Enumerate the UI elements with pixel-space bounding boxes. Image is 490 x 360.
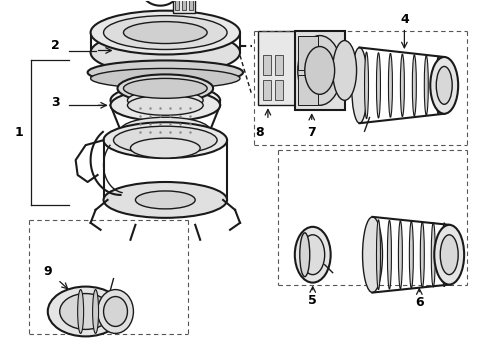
Bar bbox=[173, 0, 195, 13]
Ellipse shape bbox=[424, 55, 428, 115]
Text: 3: 3 bbox=[51, 96, 60, 109]
Ellipse shape bbox=[295, 227, 331, 283]
Ellipse shape bbox=[135, 191, 195, 209]
Bar bbox=[298, 75, 318, 105]
Ellipse shape bbox=[440, 235, 458, 275]
Ellipse shape bbox=[98, 289, 133, 333]
Ellipse shape bbox=[111, 89, 220, 121]
Ellipse shape bbox=[48, 287, 123, 336]
Text: 8: 8 bbox=[256, 126, 264, 139]
Ellipse shape bbox=[305, 46, 335, 94]
Bar bbox=[189, 0, 193, 10]
Ellipse shape bbox=[431, 222, 435, 287]
Ellipse shape bbox=[130, 138, 200, 158]
Ellipse shape bbox=[123, 78, 207, 98]
Ellipse shape bbox=[376, 220, 380, 289]
Bar bbox=[295, 31, 344, 110]
Ellipse shape bbox=[121, 117, 210, 143]
Ellipse shape bbox=[352, 48, 368, 123]
Ellipse shape bbox=[123, 22, 207, 44]
Ellipse shape bbox=[389, 53, 392, 117]
Text: 2: 2 bbox=[51, 39, 60, 52]
Bar bbox=[182, 0, 186, 10]
Text: 1: 1 bbox=[15, 126, 23, 139]
Text: 9: 9 bbox=[44, 265, 52, 278]
Ellipse shape bbox=[365, 52, 368, 119]
Ellipse shape bbox=[400, 54, 404, 117]
Ellipse shape bbox=[103, 122, 227, 158]
Ellipse shape bbox=[91, 11, 240, 54]
Bar bbox=[258, 31, 298, 105]
Text: 6: 6 bbox=[415, 296, 424, 309]
Ellipse shape bbox=[420, 222, 424, 288]
Ellipse shape bbox=[103, 15, 227, 50]
Bar bbox=[175, 0, 179, 10]
Ellipse shape bbox=[118, 75, 213, 102]
Ellipse shape bbox=[91, 31, 240, 75]
Ellipse shape bbox=[77, 289, 84, 333]
Text: 7: 7 bbox=[307, 126, 316, 139]
Ellipse shape bbox=[436, 67, 452, 104]
Ellipse shape bbox=[398, 221, 402, 289]
Ellipse shape bbox=[301, 235, 325, 275]
Ellipse shape bbox=[114, 126, 217, 154]
Ellipse shape bbox=[103, 182, 227, 218]
Ellipse shape bbox=[436, 56, 440, 114]
Bar bbox=[263, 80, 271, 100]
Ellipse shape bbox=[93, 289, 98, 333]
Ellipse shape bbox=[88, 60, 243, 84]
Bar bbox=[275, 55, 283, 75]
Bar bbox=[263, 55, 271, 75]
Ellipse shape bbox=[111, 84, 220, 116]
Ellipse shape bbox=[442, 223, 446, 287]
Ellipse shape bbox=[298, 36, 342, 105]
Ellipse shape bbox=[60, 293, 112, 329]
Ellipse shape bbox=[430, 57, 458, 114]
Ellipse shape bbox=[434, 225, 464, 285]
Ellipse shape bbox=[127, 95, 203, 115]
Ellipse shape bbox=[333, 41, 357, 100]
Text: 5: 5 bbox=[308, 294, 317, 307]
Bar bbox=[275, 80, 283, 100]
Ellipse shape bbox=[409, 221, 414, 288]
Ellipse shape bbox=[413, 55, 416, 116]
Text: 4: 4 bbox=[400, 13, 409, 26]
Ellipse shape bbox=[127, 90, 203, 110]
Ellipse shape bbox=[91, 68, 240, 88]
Ellipse shape bbox=[363, 217, 383, 293]
Ellipse shape bbox=[388, 220, 392, 289]
Bar bbox=[111, 100, 220, 105]
Bar bbox=[298, 36, 318, 71]
Ellipse shape bbox=[103, 297, 127, 327]
Ellipse shape bbox=[300, 233, 310, 276]
Ellipse shape bbox=[376, 53, 380, 118]
